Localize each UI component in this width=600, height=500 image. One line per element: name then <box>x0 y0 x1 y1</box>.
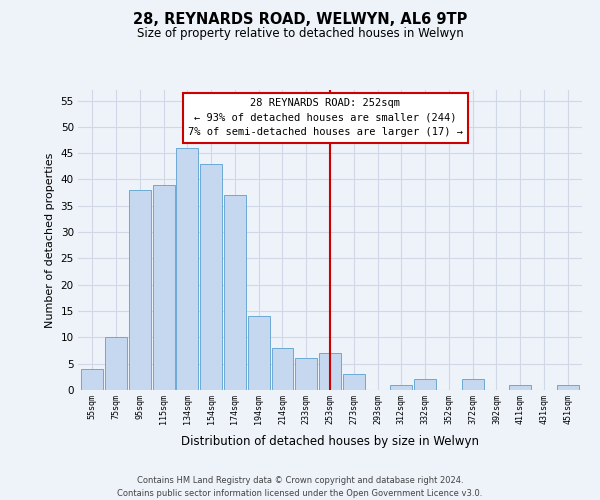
Bar <box>343 374 365 390</box>
Bar <box>319 353 341 390</box>
Bar <box>391 384 412 390</box>
Bar <box>557 384 578 390</box>
Text: 28, REYNARDS ROAD, WELWYN, AL6 9TP: 28, REYNARDS ROAD, WELWYN, AL6 9TP <box>133 12 467 28</box>
Bar <box>176 148 198 390</box>
Bar <box>152 184 175 390</box>
Y-axis label: Number of detached properties: Number of detached properties <box>45 152 55 328</box>
Bar <box>200 164 222 390</box>
Bar <box>462 380 484 390</box>
Bar <box>224 196 246 390</box>
Bar <box>509 384 531 390</box>
X-axis label: Distribution of detached houses by size in Welwyn: Distribution of detached houses by size … <box>181 436 479 448</box>
Bar <box>248 316 269 390</box>
Text: 28 REYNARDS ROAD: 252sqm
← 93% of detached houses are smaller (244)
7% of semi-d: 28 REYNARDS ROAD: 252sqm ← 93% of detach… <box>188 98 463 138</box>
Bar <box>82 369 103 390</box>
Text: Contains HM Land Registry data © Crown copyright and database right 2024.
Contai: Contains HM Land Registry data © Crown c… <box>118 476 482 498</box>
Bar <box>105 338 127 390</box>
Bar <box>295 358 317 390</box>
Text: Size of property relative to detached houses in Welwyn: Size of property relative to detached ho… <box>137 28 463 40</box>
Bar <box>272 348 293 390</box>
Bar <box>414 380 436 390</box>
Bar <box>129 190 151 390</box>
